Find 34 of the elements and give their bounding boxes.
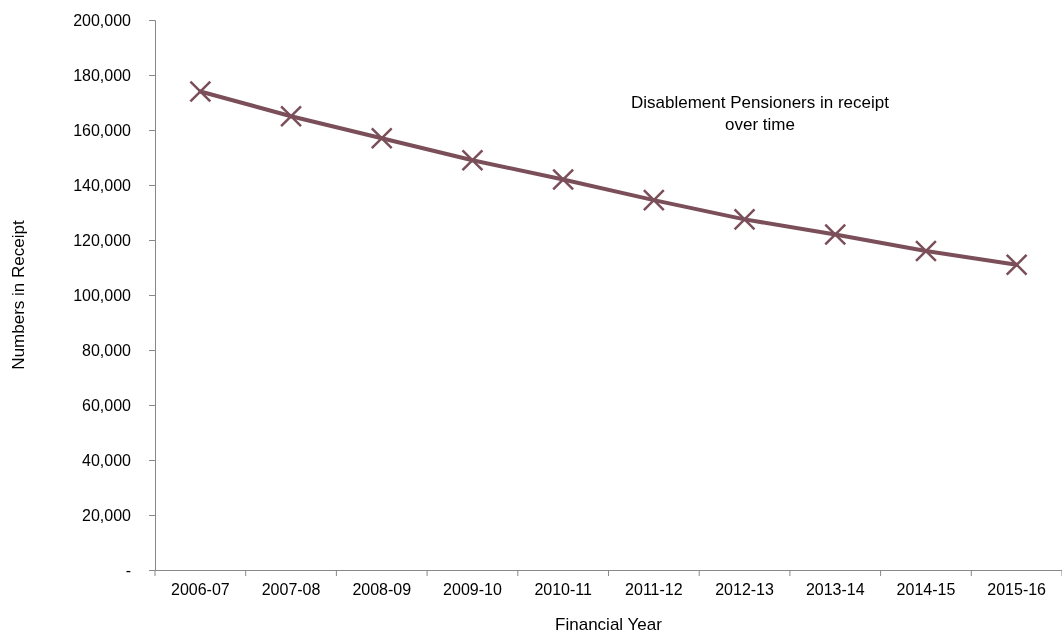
- x-tick-label: 2006-07: [170, 581, 230, 599]
- y-tick-label: 200,000: [73, 11, 132, 29]
- y-tick-label: 80,000: [82, 341, 132, 359]
- point: [1005, 253, 1028, 276]
- y-tick-label: 20,000: [82, 506, 132, 524]
- y-tick-label: 140,000: [73, 176, 132, 194]
- y-tick-label: 180,000: [73, 66, 132, 84]
- y-tick-label: -: [125, 561, 131, 579]
- x-axis-title: Financial Year: [555, 615, 663, 634]
- x-tick-label: 2012-13: [715, 581, 775, 599]
- x-tick-label: 2009-10: [443, 581, 502, 599]
- x-tick-label: 2013-14: [805, 581, 865, 599]
- x-tick-label: 2014-15: [896, 581, 956, 599]
- y-tick-label: 120,000: [73, 231, 132, 249]
- point: [642, 188, 666, 212]
- x-tick-label: 2015-16: [987, 581, 1047, 599]
- y-tick-label: 40,000: [82, 451, 132, 469]
- y-tick-label: 160,000: [73, 121, 132, 139]
- point: [914, 239, 938, 263]
- point: [461, 149, 484, 172]
- x-tick-label: 2010-11: [534, 581, 593, 599]
- point: [551, 168, 575, 191]
- point: [189, 80, 212, 103]
- point: [824, 223, 847, 246]
- point: [370, 127, 393, 150]
- y-axis-title: Numbers in Receipt: [9, 220, 28, 370]
- x-tick-label: 2007-08: [261, 581, 321, 599]
- point: [279, 105, 303, 128]
- y-tick-label: 100,000: [73, 286, 132, 304]
- point: [733, 208, 756, 231]
- x-tick-label: 2011-12: [625, 581, 683, 599]
- y-tick-label: 60,000: [82, 396, 132, 414]
- x-tick-label: 2008-09: [352, 581, 412, 599]
- annotation: Disablement Pensioners in receipt over time: [630, 92, 890, 136]
